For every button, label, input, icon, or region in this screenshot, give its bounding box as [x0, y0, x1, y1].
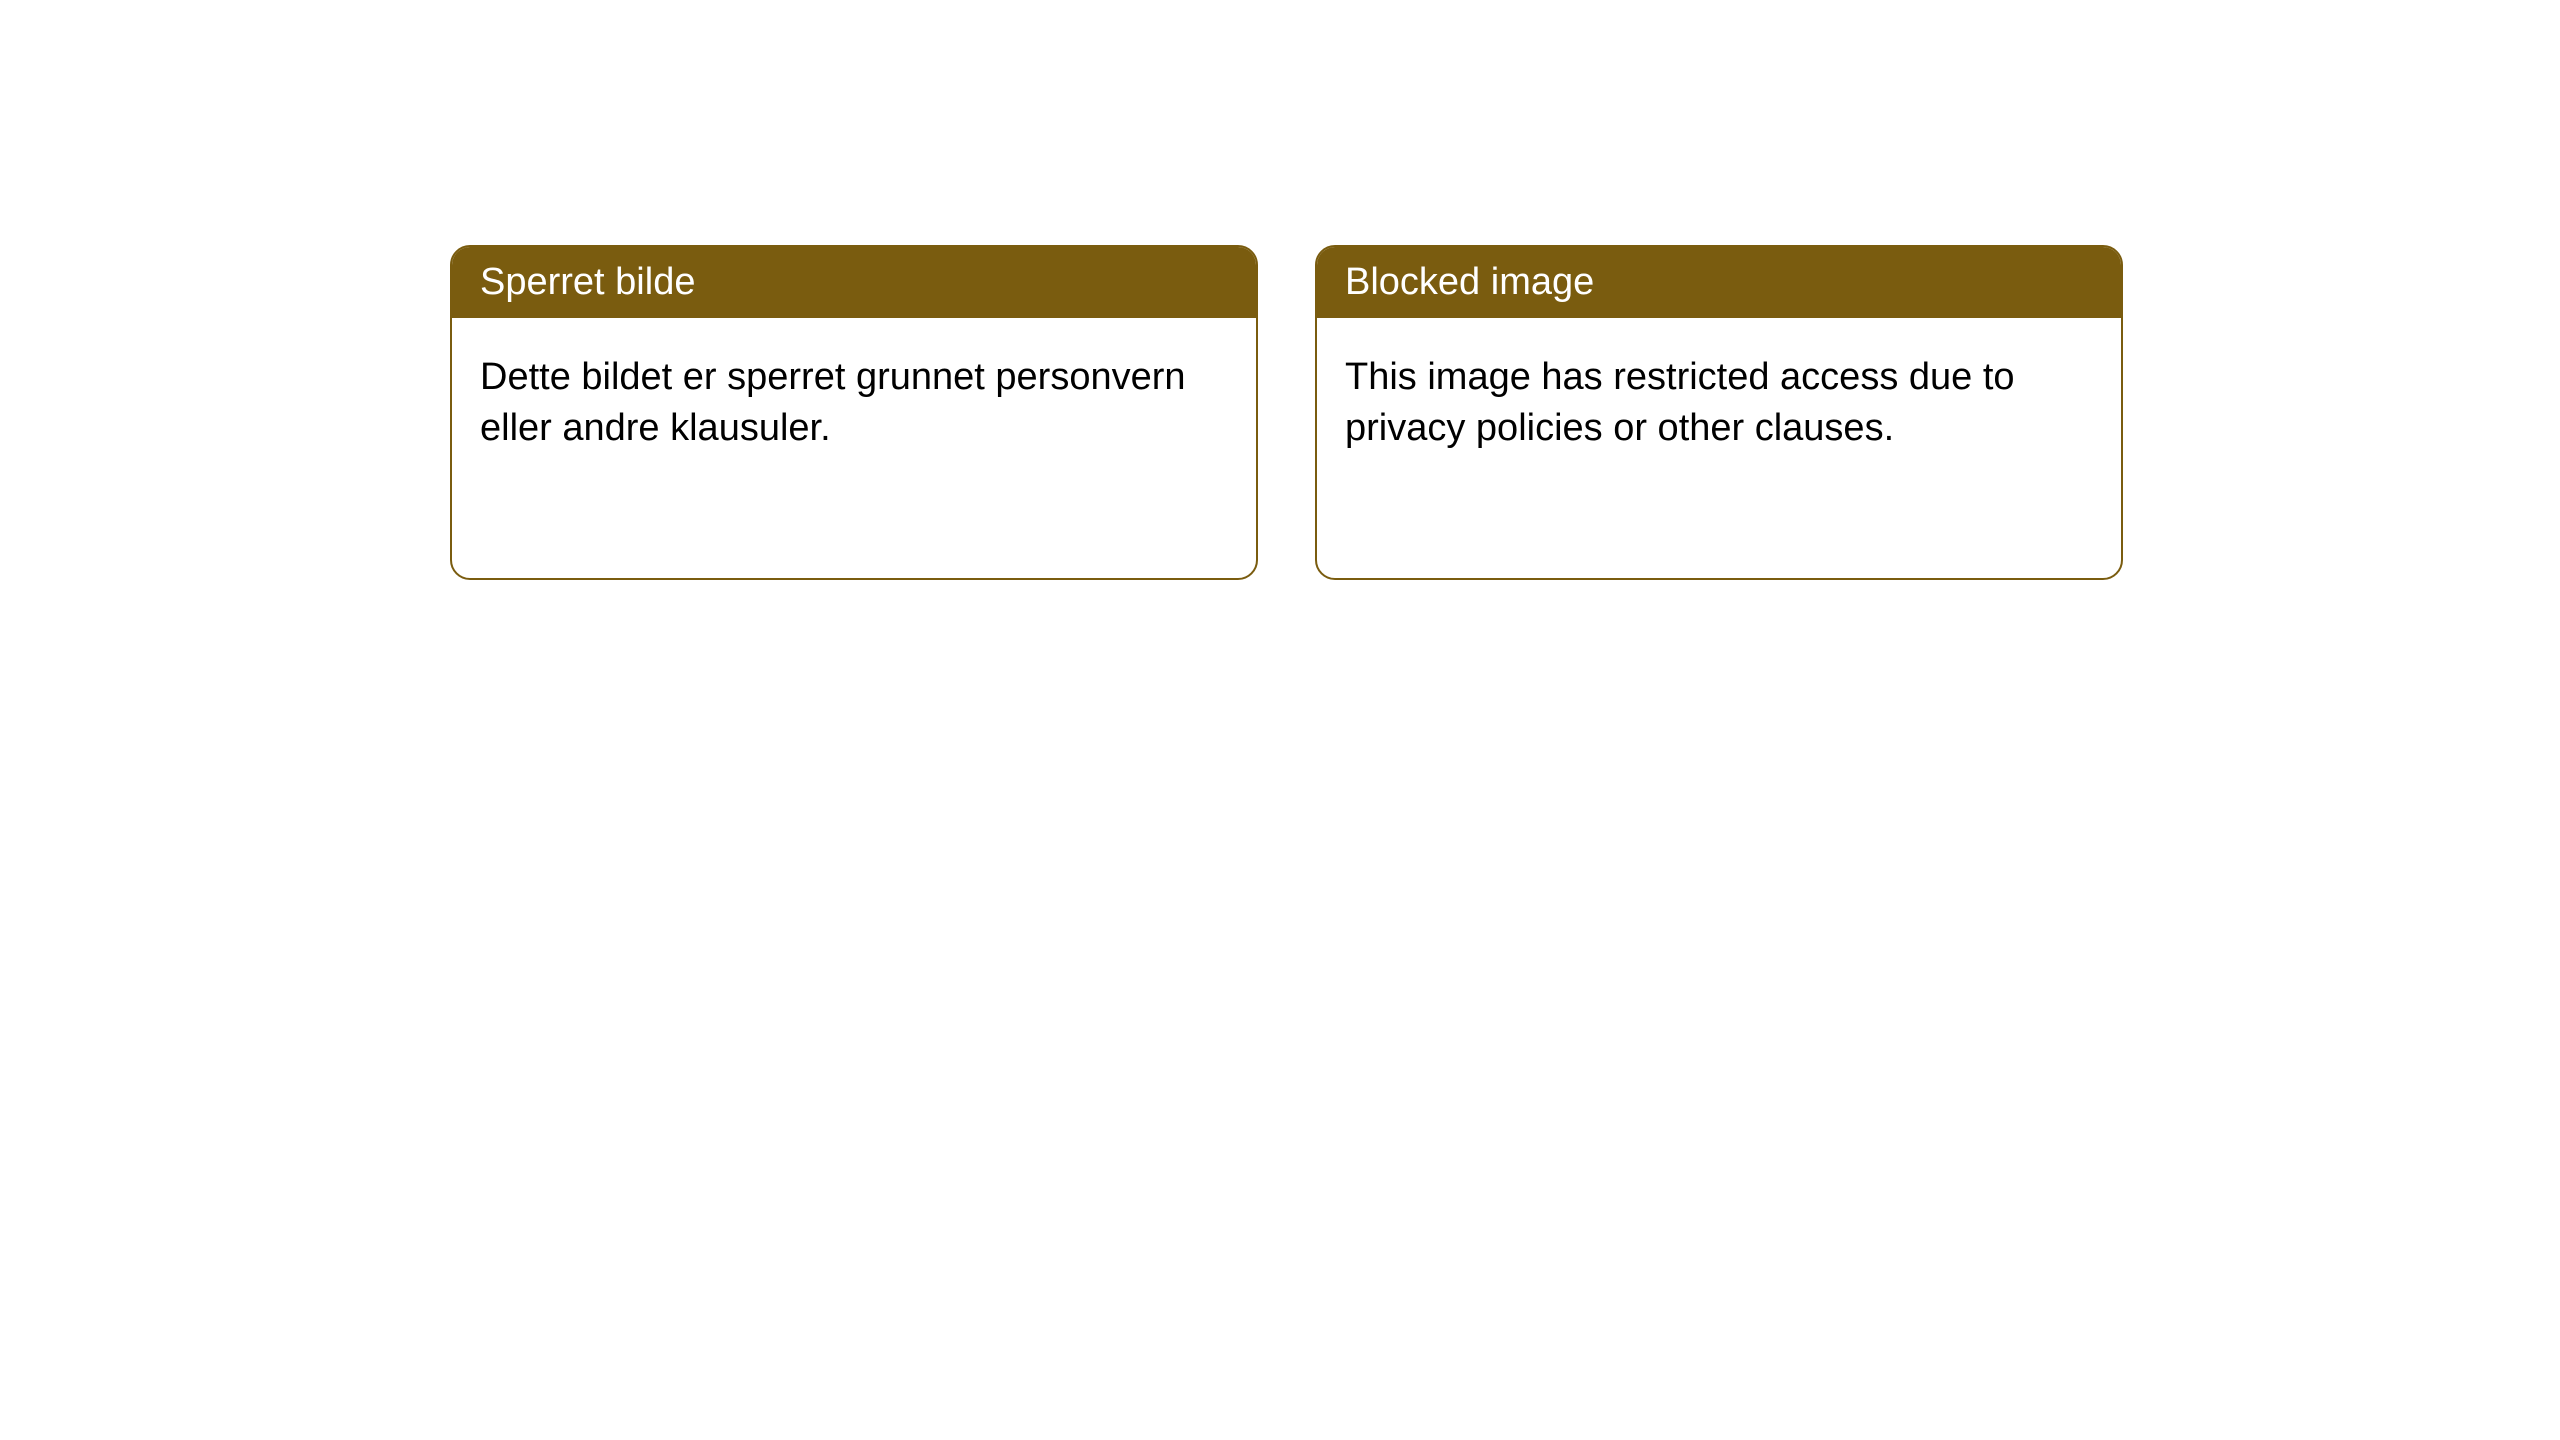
notice-title: Blocked image: [1345, 261, 1594, 303]
notice-body: This image has restricted access due to …: [1317, 318, 2121, 489]
notice-body-text: Dette bildet er sperret grunnet personve…: [480, 356, 1186, 449]
notice-card-english: Blocked image This image has restricted …: [1315, 245, 2123, 580]
notice-cards-container: Sperret bilde Dette bildet er sperret gr…: [0, 0, 2560, 580]
notice-title: Sperret bilde: [480, 261, 695, 303]
notice-body: Dette bildet er sperret grunnet personve…: [452, 318, 1256, 489]
notice-card-norwegian: Sperret bilde Dette bildet er sperret gr…: [450, 245, 1258, 580]
notice-header: Blocked image: [1317, 247, 2121, 318]
notice-body-text: This image has restricted access due to …: [1345, 356, 2015, 449]
notice-header: Sperret bilde: [452, 247, 1256, 318]
